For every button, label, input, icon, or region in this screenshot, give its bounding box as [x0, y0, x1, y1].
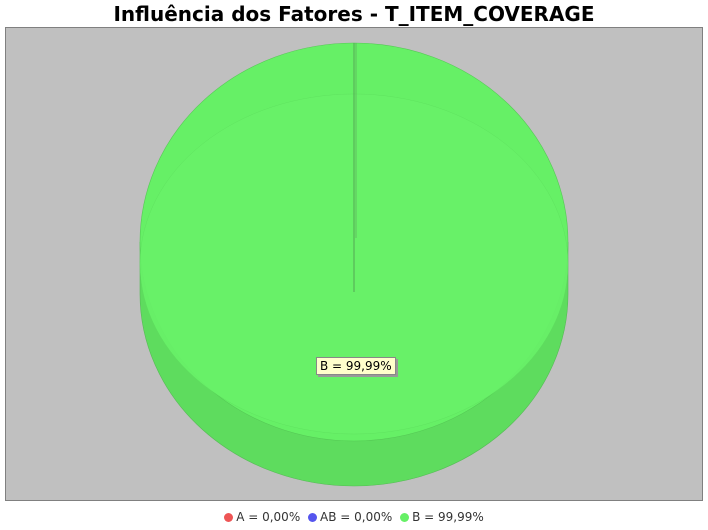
- legend-item-a[interactable]: A = 0,00%: [224, 510, 300, 524]
- legend-dot-ab: [308, 513, 318, 522]
- legend-dot-a: [224, 513, 234, 522]
- legend: A = 0,00% AB = 0,00% B = 99,99%: [0, 510, 708, 524]
- legend-label-ab: AB = 0,00%: [320, 510, 393, 524]
- legend-label-b: B = 99,99%: [412, 510, 484, 524]
- chart-title: Influência dos Fatores - T_ITEM_COVERAGE: [113, 2, 595, 26]
- data-label-b: B = 99,99%: [316, 357, 396, 375]
- legend-label-a: A = 0,00%: [236, 510, 301, 524]
- legend-item-ab[interactable]: AB = 0,00%: [308, 510, 392, 524]
- legend-dot-b: [400, 513, 410, 522]
- legend-item-b[interactable]: B = 99,99%: [400, 510, 484, 524]
